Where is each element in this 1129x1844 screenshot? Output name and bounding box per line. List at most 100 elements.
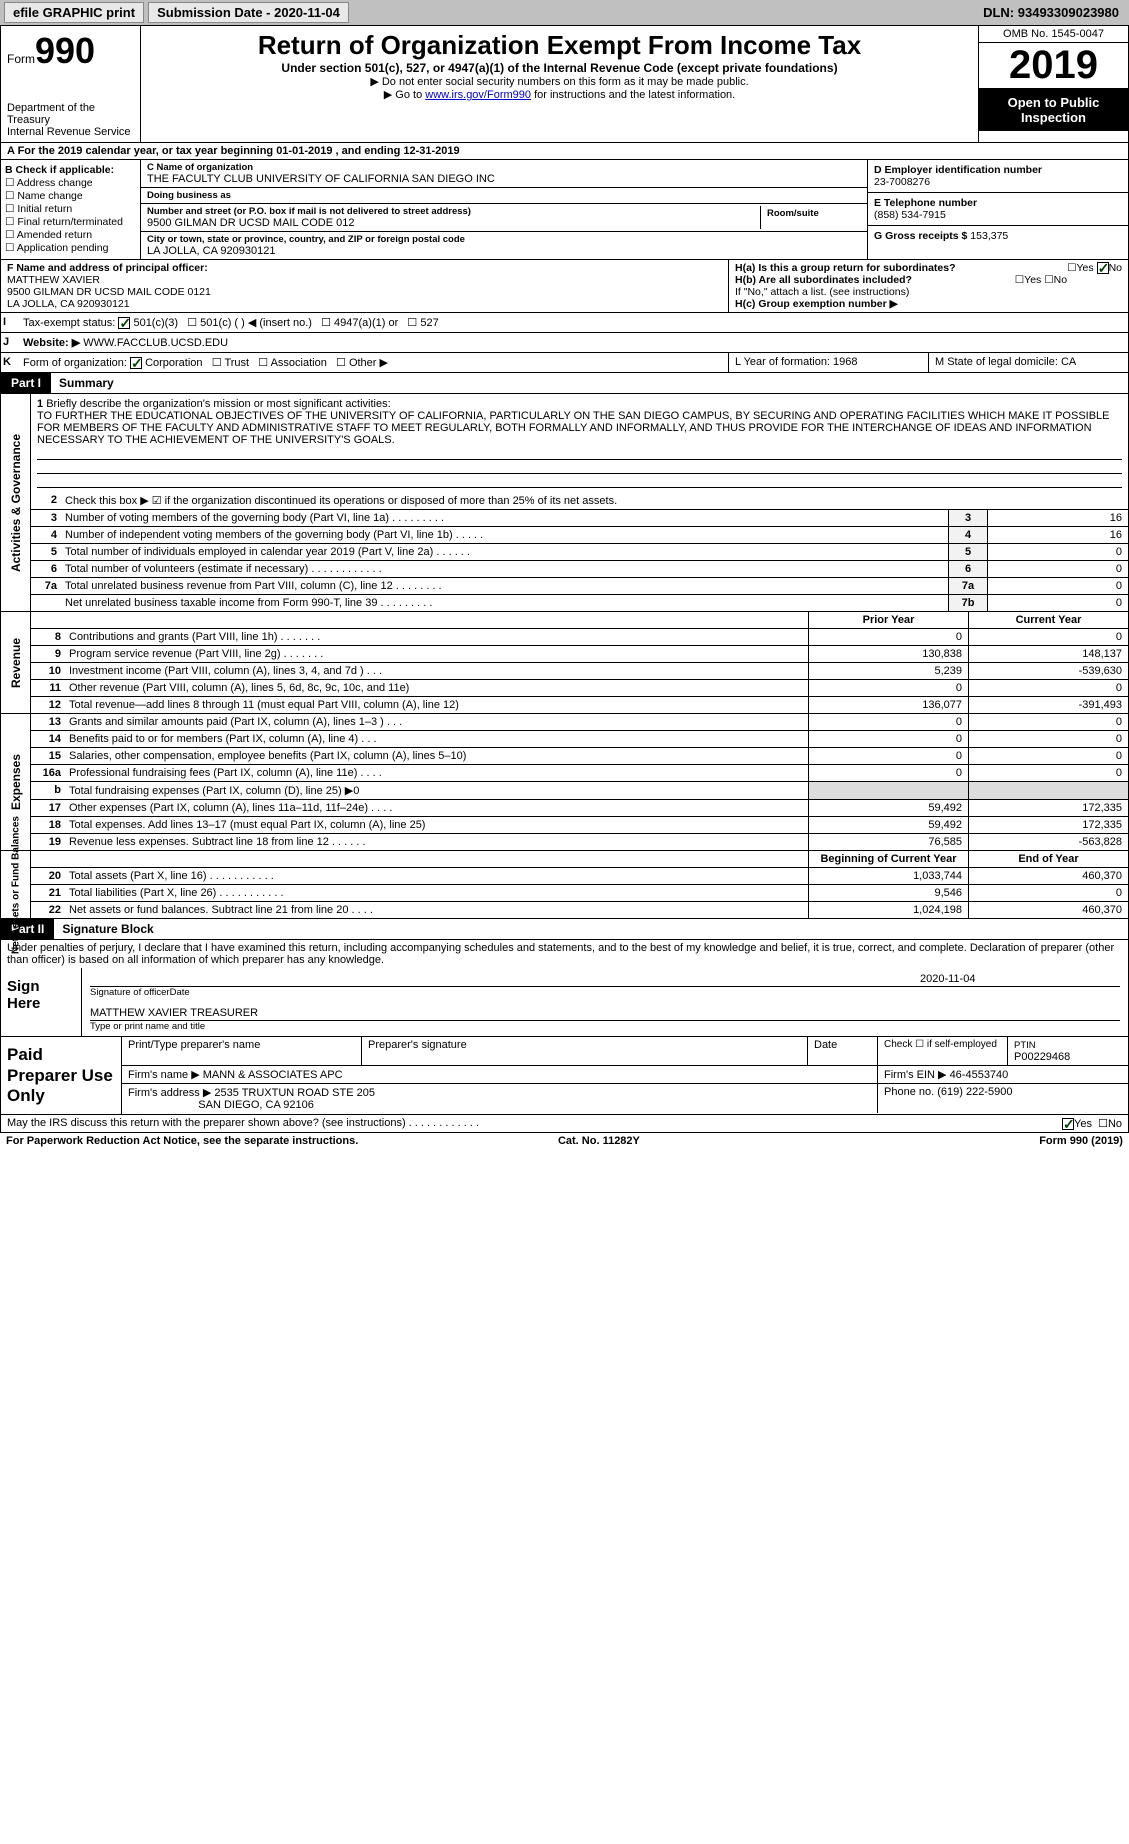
firm-addr1-value: 2535 TRUXTUN ROAD STE 205 xyxy=(214,1087,375,1099)
group-return: H(a) Is this a group return for subordin… xyxy=(728,260,1128,312)
year-formation: L Year of formation: 1968 xyxy=(728,353,928,372)
prep-self-employed: Check ☐ if self-employed xyxy=(878,1037,1008,1065)
hb-note: If "No," attach a list. (see instruction… xyxy=(735,286,1122,298)
city-label: City or town, state or province, country… xyxy=(147,234,861,245)
col-c-org-info: C Name of organization THE FACULTY CLUB … xyxy=(141,160,868,259)
fin-line: 9Program service revenue (Part VIII, lin… xyxy=(31,646,1128,663)
city-value: LA JOLLA, CA 920930121 xyxy=(147,245,861,257)
col-b-header: B Check if applicable: xyxy=(5,164,136,176)
chk-corporation[interactable] xyxy=(130,357,142,369)
firm-name-label: Firm's name ▶ xyxy=(128,1069,203,1081)
mission-block: 1 Briefly describe the organization's mi… xyxy=(31,394,1128,492)
col-eoy: End of Year xyxy=(968,851,1128,867)
row-j-website: J Website: ▶ WWW.FACCLUB.UCSD.EDU xyxy=(0,333,1129,353)
dba-label: Doing business as xyxy=(147,190,861,201)
officer-name: MATTHEW XAVIER xyxy=(7,274,100,286)
chk-name-change[interactable]: ☐ Name change xyxy=(5,190,136,202)
fin-line: 11Other revenue (Part VIII, column (A), … xyxy=(31,680,1128,697)
paid-preparer-block: Paid Preparer Use Only Print/Type prepar… xyxy=(0,1037,1129,1115)
submission-date-value: 2020-11-04 xyxy=(274,5,340,20)
addr-label: Number and street (or P.O. box if mail i… xyxy=(147,206,760,217)
col-b-checkboxes: B Check if applicable: ☐ Address change … xyxy=(1,160,141,259)
dln-value: 93493309023980 xyxy=(1018,5,1119,20)
officer-addr1: 9500 GILMAN DR UCSD MAIL CODE 0121 xyxy=(7,286,211,298)
fin-line: 19Revenue less expenses. Subtract line 1… xyxy=(31,834,1128,850)
fin-line: 17Other expenses (Part IX, column (A), l… xyxy=(31,800,1128,817)
paid-preparer-label: Paid Preparer Use Only xyxy=(1,1037,121,1114)
fin-line: 22Net assets or fund balances. Subtract … xyxy=(31,902,1128,918)
chk-address-change[interactable]: ☐ Address change xyxy=(5,177,136,189)
tel-label: E Telephone number xyxy=(874,197,1122,209)
form-org-label: Form of organization: xyxy=(23,357,127,369)
col-boy: Beginning of Current Year xyxy=(808,851,968,867)
part-1-net-assets: Net Assets or Fund Balances Beginning of… xyxy=(0,851,1129,919)
side-net-assets: Net Assets or Fund Balances xyxy=(1,851,31,918)
line-1-label: Briefly describe the organization's miss… xyxy=(46,398,390,410)
submission-date-label: Submission Date - xyxy=(157,5,274,20)
paperwork-note: For Paperwork Reduction Act Notice, see … xyxy=(6,1135,358,1147)
part-1-title: Summary xyxy=(51,373,122,393)
form-note-1: ▶ Do not enter social security numbers o… xyxy=(147,75,972,88)
state-domicile: M State of legal domicile: CA xyxy=(928,353,1128,372)
chk-application-pending[interactable]: ☐ Application pending xyxy=(5,242,136,254)
gov-line: 6Total number of volunteers (estimate if… xyxy=(31,561,1128,578)
ha-no-checkbox[interactable] xyxy=(1097,262,1109,274)
firm-addr2-value: SAN DIEGO, CA 92106 xyxy=(198,1099,314,1111)
firm-ein-value: 46-4553740 xyxy=(950,1069,1009,1081)
fin-line: 21Total liabilities (Part X, line 26) . … xyxy=(31,885,1128,902)
row-j-label: J xyxy=(1,333,19,352)
efile-print-button[interactable]: efile GRAPHIC print xyxy=(4,2,144,23)
form-word: Form xyxy=(7,52,35,66)
chk-501c3[interactable] xyxy=(118,317,130,329)
firm-phone-label: Phone no. xyxy=(884,1086,937,1098)
fin-line: 18Total expenses. Add lines 13–17 (must … xyxy=(31,817,1128,834)
prep-sig-label: Preparer's signature xyxy=(362,1037,808,1065)
addr-value: 9500 GILMAN DR UCSD MAIL CODE 012 xyxy=(147,217,760,229)
ha-label: H(a) Is this a group return for subordin… xyxy=(735,262,956,274)
open-to-public: Open to Public Inspection xyxy=(979,89,1128,131)
col-prior-year: Prior Year xyxy=(808,612,968,628)
dln-label: DLN: xyxy=(983,5,1018,20)
form-header-left: Form990 Department of the Treasury Inter… xyxy=(1,26,141,142)
hc-label: H(c) Group exemption number ▶ xyxy=(735,298,898,310)
dept-treasury: Department of the Treasury Internal Reve… xyxy=(7,102,134,138)
website-label: Website: ▶ xyxy=(23,337,83,349)
col-d-ein-tel: D Employer identification number 23-7008… xyxy=(868,160,1128,259)
irs-discuss-row: May the IRS discuss this return with the… xyxy=(0,1115,1129,1133)
sig-intro: Under penalties of perjury, I declare th… xyxy=(1,940,1128,968)
gov-line: 4Number of independent voting members of… xyxy=(31,527,1128,544)
room-label: Room/suite xyxy=(767,208,855,219)
gross-value: 153,375 xyxy=(970,230,1008,242)
line-2-text: Check this box ▶ ☑ if the organization d… xyxy=(61,492,1128,509)
row-a-tax-year: A For the 2019 calendar year, or tax yea… xyxy=(0,143,1129,160)
website-value: WWW.FACCLUB.UCSD.EDU xyxy=(83,337,228,349)
sign-here-label: Sign Here xyxy=(1,968,81,1036)
dln: DLN: 93493309023980 xyxy=(983,5,1125,20)
part-1-tab: Part I xyxy=(1,373,51,393)
chk-amended-return[interactable]: ☐ Amended return xyxy=(5,229,136,241)
fin-line: 10Investment income (Part VIII, column (… xyxy=(31,663,1128,680)
gov-line: 3Number of voting members of the governi… xyxy=(31,510,1128,527)
gov-line: Net unrelated business taxable income fr… xyxy=(31,595,1128,611)
chk-final-return[interactable]: ☐ Final return/terminated xyxy=(5,216,136,228)
ptin-label: PTIN xyxy=(1014,1040,1036,1051)
part-2-tab: Part II xyxy=(1,919,54,939)
side-activities-governance: Activities & Governance xyxy=(1,394,31,611)
firm-phone-value: (619) 222-5900 xyxy=(937,1086,1012,1098)
form-title: Return of Organization Exempt From Incom… xyxy=(147,30,972,61)
chk-initial-return[interactable]: ☐ Initial return xyxy=(5,203,136,215)
type-name-label: Type or print name and title xyxy=(90,1021,1120,1032)
sig-officer-label: Signature of officer xyxy=(90,987,170,998)
org-name-label: C Name of organization xyxy=(147,162,861,173)
tel-value: (858) 534-7915 xyxy=(874,209,1122,221)
prep-date-label: Date xyxy=(808,1037,878,1065)
row-f-h: F Name and address of principal officer:… xyxy=(0,260,1129,313)
top-bar: efile GRAPHIC print Submission Date - 20… xyxy=(0,0,1129,25)
part-1-gov: Activities & Governance 1 Briefly descri… xyxy=(0,394,1129,612)
part-1-header: Part I Summary xyxy=(0,373,1129,394)
discuss-yes-checkbox[interactable] xyxy=(1062,1118,1074,1130)
bottom-note: For Paperwork Reduction Act Notice, see … xyxy=(0,1133,1129,1149)
fin-line: 12Total revenue—add lines 8 through 11 (… xyxy=(31,697,1128,713)
irs-link[interactable]: www.irs.gov/Form990 xyxy=(425,89,531,101)
principal-officer: F Name and address of principal officer:… xyxy=(1,260,728,312)
